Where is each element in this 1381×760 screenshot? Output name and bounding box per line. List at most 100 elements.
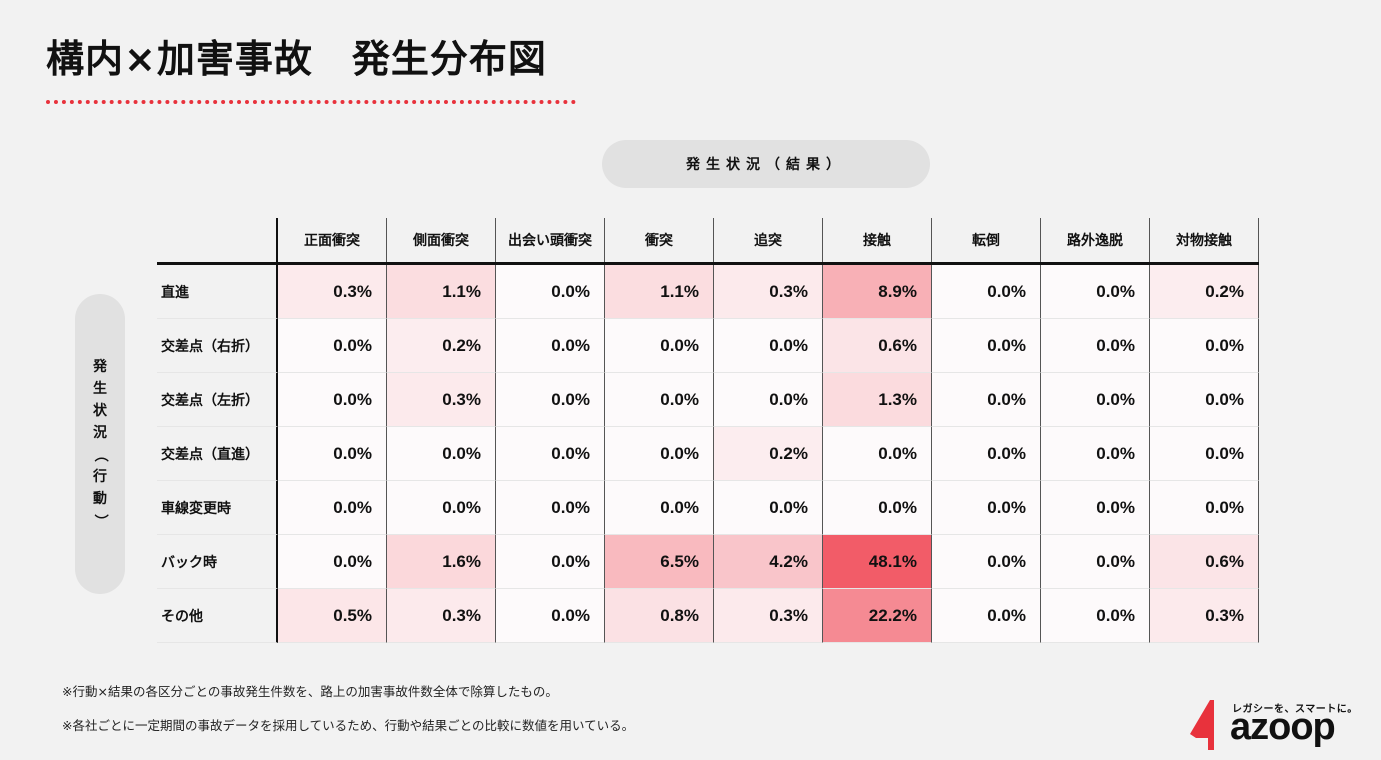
column-header: 路外逸脱 xyxy=(1041,218,1150,262)
heatmap-cell: 0.0% xyxy=(1041,319,1150,373)
heatmap-cell: 0.0% xyxy=(932,373,1041,427)
heatmap-cell: 0.0% xyxy=(1041,535,1150,589)
heatmap-cell: 0.2% xyxy=(1150,265,1259,319)
heatmap-cell: 0.0% xyxy=(278,319,387,373)
heatmap-cell: 0.6% xyxy=(823,319,932,373)
column-header: 接触 xyxy=(823,218,932,262)
row-label: その他 xyxy=(157,589,278,643)
row-axis-char: ） xyxy=(92,514,108,528)
heatmap-cell: 0.0% xyxy=(714,319,823,373)
heatmap-cell: 0.0% xyxy=(1041,481,1150,535)
row-axis-char: （ xyxy=(92,448,108,462)
table-row: 交差点（右折） 0.0% 0.2% 0.0% 0.0% 0.0% 0.6% 0.0% 0.0% 0… xyxy=(157,319,1259,373)
corner-cell xyxy=(157,218,278,262)
row-label: 交差点（直進） xyxy=(157,427,278,481)
row-axis-char: 行 xyxy=(93,469,107,485)
heatmap-cell: 0.0% xyxy=(496,373,605,427)
row-label: 車線変更時 xyxy=(157,481,278,535)
heatmap-cell: 0.0% xyxy=(714,373,823,427)
heatmap-cell: 0.0% xyxy=(823,427,932,481)
heatmap-cell: 0.3% xyxy=(278,265,387,319)
heatmap-cell: 0.3% xyxy=(387,589,496,643)
heatmap-cell: 0.0% xyxy=(496,535,605,589)
row-axis-char: 生 xyxy=(93,381,107,397)
heatmap-cell: 0.3% xyxy=(387,373,496,427)
row-label: 交差点（右折） xyxy=(157,319,278,373)
heatmap-cell: 0.0% xyxy=(1150,427,1259,481)
heatmap-cell: 0.0% xyxy=(278,481,387,535)
heatmap-cell: 0.0% xyxy=(605,481,714,535)
heatmap-cell: 0.3% xyxy=(714,589,823,643)
heatmap-table: 正面衝突 側面衝突 出会い頭衝突 衝突 追突 接触 転倒 路外逸脱 対物接触 直進 0.3% 1.1%… xyxy=(157,218,1259,643)
heatmap-cell: 0.0% xyxy=(1041,589,1150,643)
heatmap-cell: 0.0% xyxy=(1041,427,1150,481)
row-axis-char: 況 xyxy=(93,425,107,441)
heatmap-cell: 0.0% xyxy=(932,265,1041,319)
heatmap-cell: 4.2% xyxy=(714,535,823,589)
heatmap-cell: 0.3% xyxy=(1150,589,1259,643)
heatmap-cell: 0.0% xyxy=(496,319,605,373)
title-underline xyxy=(46,100,576,104)
table-row: 交差点（直進） 0.0% 0.0% 0.0% 0.0% 0.2% 0.0% 0.0% 0.0% 0… xyxy=(157,427,1259,481)
heatmap-cell: 0.5% xyxy=(278,589,387,643)
column-header: 側面衝突 xyxy=(387,218,496,262)
heatmap-cell: 8.9% xyxy=(823,265,932,319)
heatmap-cell: 0.0% xyxy=(605,373,714,427)
heatmap-cell: 0.0% xyxy=(1041,265,1150,319)
row-label: 直進 xyxy=(157,265,278,319)
heatmap-cell: 0.0% xyxy=(932,589,1041,643)
heatmap-cell: 0.3% xyxy=(714,265,823,319)
heatmap-cell: 0.2% xyxy=(714,427,823,481)
heatmap-cell: 0.0% xyxy=(714,481,823,535)
row-axis-char: 動 xyxy=(93,491,107,507)
heatmap-cell: 1.1% xyxy=(387,265,496,319)
row-axis-char: 状 xyxy=(93,403,107,419)
page-title: 構内×加害事故 発生分布図 xyxy=(46,37,547,81)
heatmap-cell: 0.8% xyxy=(605,589,714,643)
heatmap-cell: 0.0% xyxy=(496,481,605,535)
logo-wordmark: azoop xyxy=(1230,706,1336,748)
heatmap-cell: 1.3% xyxy=(823,373,932,427)
logo-mark-icon xyxy=(1190,700,1214,750)
table-row: その他 0.5% 0.3% 0.0% 0.8% 0.3% 22.2% 0.0% 0.0% 0.3% xyxy=(157,589,1259,643)
heatmap-cell: 0.0% xyxy=(496,589,605,643)
heatmap-cell: 0.0% xyxy=(605,427,714,481)
heatmap-cell: 0.2% xyxy=(387,319,496,373)
table-row: 直進 0.3% 1.1% 0.0% 1.1% 0.3% 8.9% 0.0% 0.0% 0.2% xyxy=(157,265,1259,319)
heatmap-cell: 0.0% xyxy=(278,427,387,481)
heatmap-cell: 0.0% xyxy=(278,373,387,427)
heatmap-cell: 0.0% xyxy=(278,535,387,589)
heatmap-cell: 0.0% xyxy=(387,427,496,481)
table-row: 交差点（左折） 0.0% 0.3% 0.0% 0.0% 0.0% 1.3% 0.0% 0.0% 0… xyxy=(157,373,1259,427)
heatmap-cell: 6.5% xyxy=(605,535,714,589)
heatmap-cell: 0.0% xyxy=(496,427,605,481)
heatmap-cell: 0.0% xyxy=(1041,373,1150,427)
row-axis-label: 発生状況 （ 行動 ） xyxy=(75,294,125,594)
heatmap-cell: 0.0% xyxy=(605,319,714,373)
heatmap-cell: 0.0% xyxy=(823,481,932,535)
column-header: 出会い頭衝突 xyxy=(496,218,605,262)
logo-tagline: レガシーを、スマートに。 xyxy=(1232,704,1358,715)
column-header: 対物接触 xyxy=(1150,218,1259,262)
azoop-logo xyxy=(1190,700,1214,750)
heatmap-cell: 1.6% xyxy=(387,535,496,589)
heatmap-cell: 0.0% xyxy=(1150,319,1259,373)
table-row: バック時 0.0% 1.6% 0.0% 6.5% 4.2% 48.1% 0.0% 0.0% 0.6… xyxy=(157,535,1259,589)
heatmap-cell: 0.0% xyxy=(932,535,1041,589)
heatmap-cell: 0.0% xyxy=(932,427,1041,481)
footnote-1: ※行動×結果の各区分ごとの事故発生件数を、路上の加害事故件数全体で除算したもの。 xyxy=(62,684,558,699)
heatmap-cell: 0.6% xyxy=(1150,535,1259,589)
heatmap-cell: 0.0% xyxy=(496,265,605,319)
heatmap-cell: 48.1% xyxy=(823,535,932,589)
column-header: 追突 xyxy=(714,218,823,262)
heatmap-cell: 0.0% xyxy=(1150,373,1259,427)
row-label: バック時 xyxy=(157,535,278,589)
heatmap-cell: 1.1% xyxy=(605,265,714,319)
column-header: 衝突 xyxy=(605,218,714,262)
table-row: 車線変更時 0.0% 0.0% 0.0% 0.0% 0.0% 0.0% 0.0% 0.0% 0.0… xyxy=(157,481,1259,535)
row-axis-char: 発 xyxy=(93,359,107,375)
column-header-row: 正面衝突 側面衝突 出会い頭衝突 衝突 追突 接触 転倒 路外逸脱 対物接触 xyxy=(157,218,1259,265)
footnote-2: ※各社ごとに一定期間の事故データを採用しているため、行動や結果ごとの比較に数値を… xyxy=(62,718,635,733)
column-header: 転倒 xyxy=(932,218,1041,262)
row-label: 交差点（左折） xyxy=(157,373,278,427)
